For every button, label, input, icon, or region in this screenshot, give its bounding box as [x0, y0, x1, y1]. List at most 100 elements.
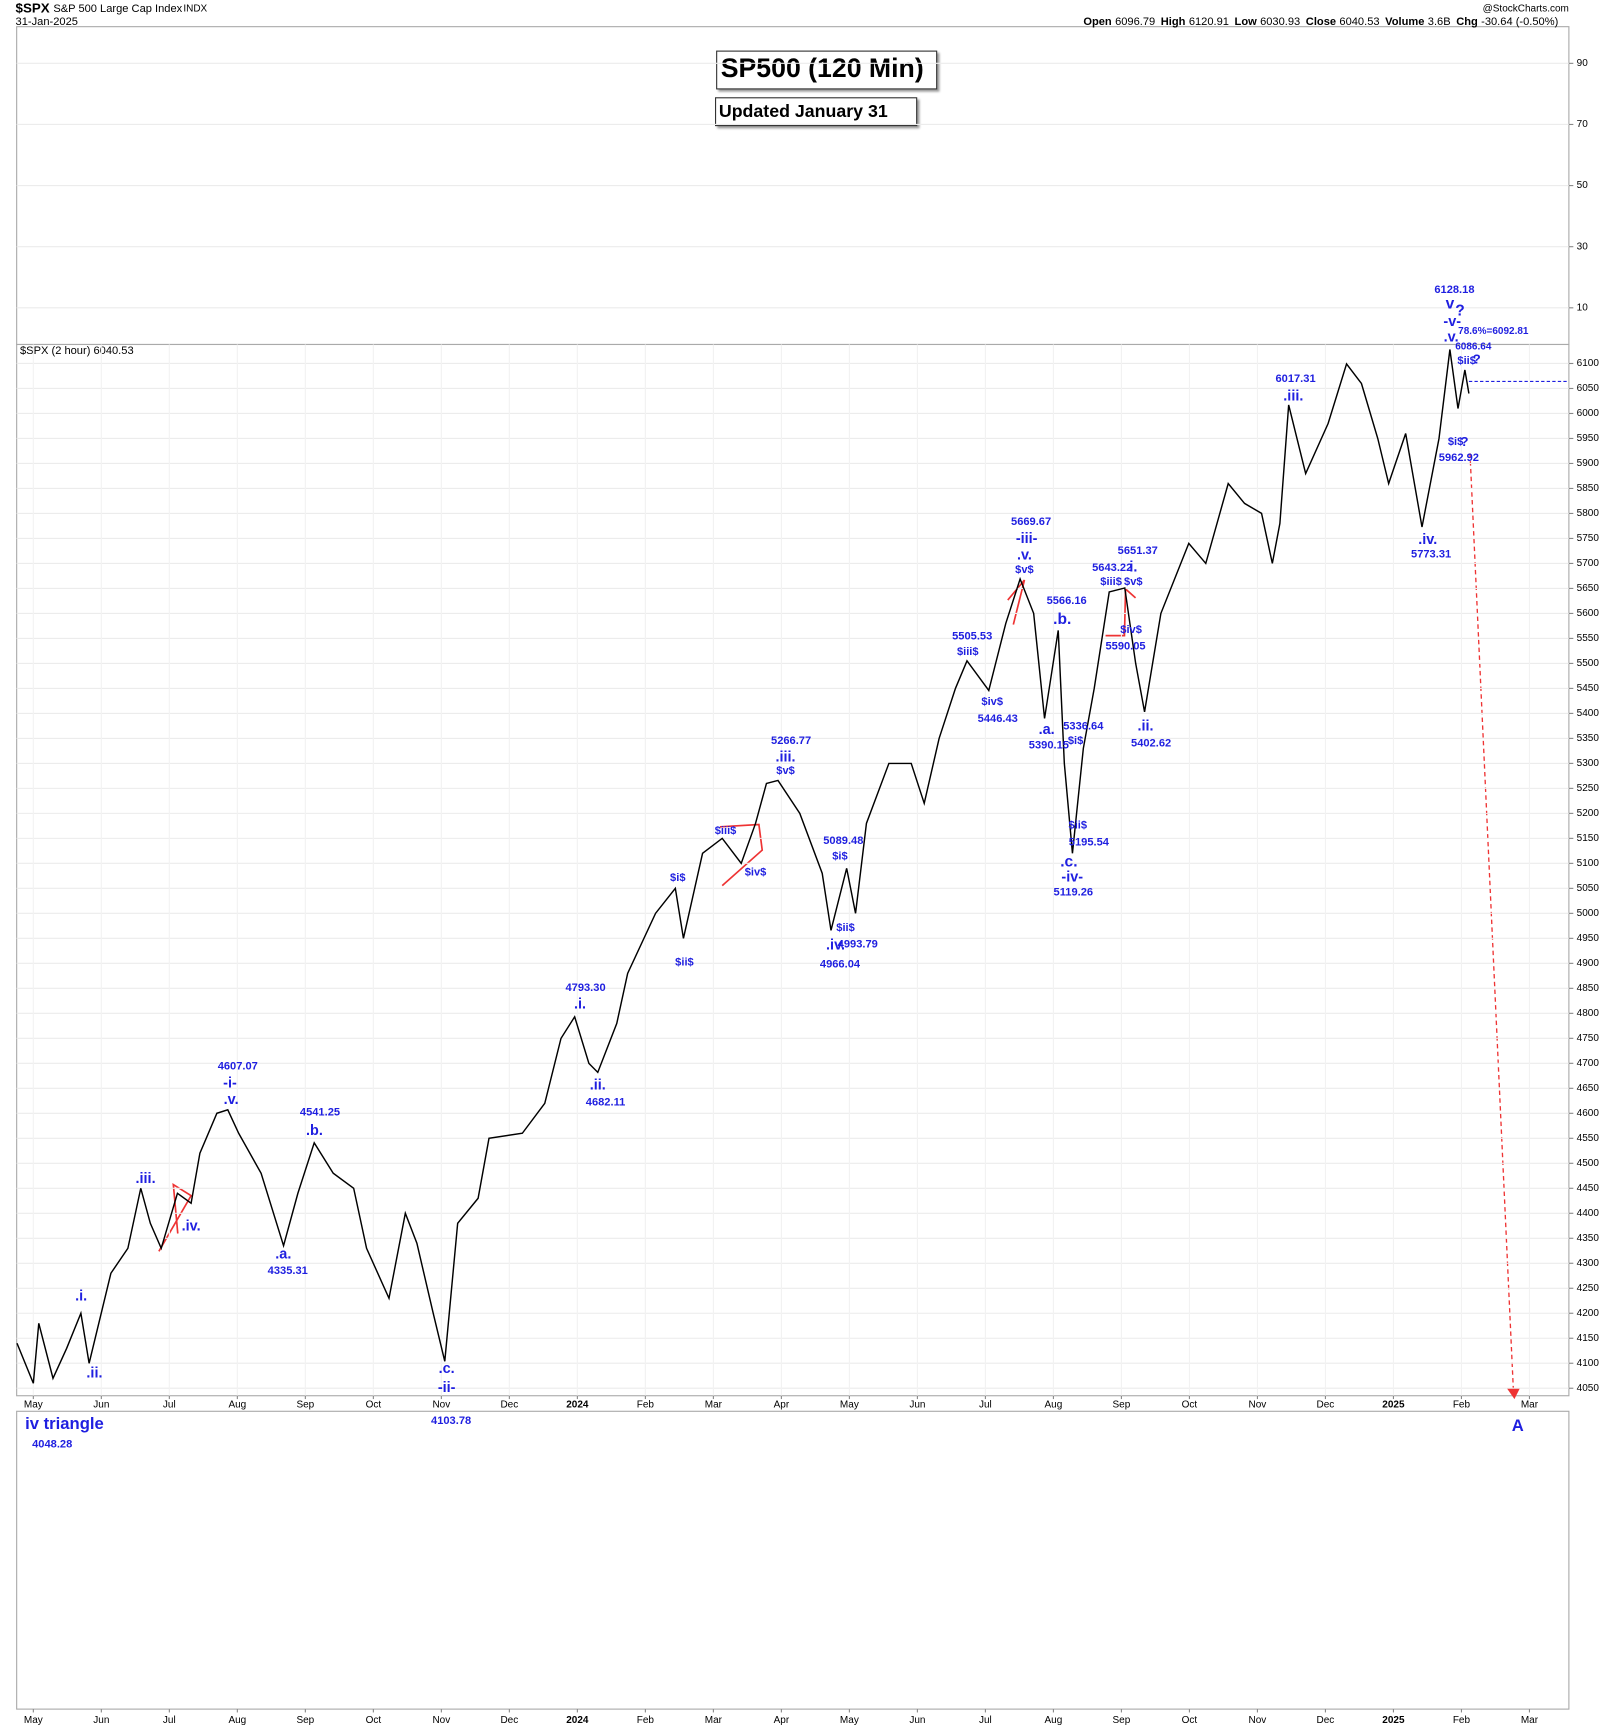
annotation: -iii-: [1016, 531, 1038, 547]
annotation: 4048.28: [32, 1439, 72, 1451]
x-tick-label: Aug: [1045, 1399, 1063, 1410]
stat-label: Chg: [1456, 16, 1478, 28]
x-tick-label: Sep: [296, 1399, 314, 1410]
annotation: iv triangle: [25, 1414, 104, 1433]
x-tick-label: May: [24, 1399, 43, 1410]
triangle-lines: [1105, 587, 1137, 637]
x-tick-label: Mar: [705, 1399, 723, 1410]
annotation: $iv$: [981, 696, 1003, 708]
x-tick-label: Jul: [163, 1399, 176, 1410]
y-tick-label: 4950: [1577, 933, 1600, 944]
annotation: 5195.54: [1069, 836, 1110, 848]
y-tick-label: 4250: [1577, 1283, 1600, 1294]
symbol: $SPX: [16, 0, 50, 15]
annotation: 4993.79: [838, 939, 878, 951]
annotation: v: [1446, 296, 1455, 313]
annotation: 5643.22: [1092, 562, 1132, 574]
stat-value: 6120.91: [1189, 16, 1229, 28]
annotation: $ii$: [836, 922, 855, 934]
y-tick-label: 4900: [1577, 958, 1600, 969]
annotation: .iii.: [776, 750, 796, 766]
bottom-panel: [16, 1410, 1570, 1710]
y-tick-label: 4450: [1577, 1183, 1600, 1194]
annotation: 5566.16: [1047, 595, 1087, 607]
annotation: 5505.53: [952, 631, 992, 643]
x-tick-label: Nov: [1249, 1715, 1267, 1726]
annotation: 5590.05: [1105, 641, 1145, 653]
annotation: 5773.31: [1411, 548, 1451, 560]
x-tick-label: Feb: [1453, 1399, 1471, 1410]
annotation: 5669.67: [1011, 516, 1051, 528]
x-tick-label: Sep: [1113, 1399, 1131, 1410]
annotation: $v$: [1015, 564, 1034, 576]
projection-arrow: [1469, 453, 1514, 1390]
annotation: .iii.: [136, 1171, 156, 1187]
annotation: .ii.: [86, 1365, 102, 1381]
annotation: -v-: [1443, 314, 1461, 330]
annotation: .c.: [1060, 853, 1077, 870]
x-tick-label: Nov: [1249, 1399, 1267, 1410]
x-tick-label: Aug: [228, 1399, 246, 1410]
x-tick-label: Apr: [774, 1715, 790, 1726]
x-tick-label: Oct: [366, 1715, 382, 1726]
y-tick-label: 6050: [1577, 383, 1600, 394]
y-tick-label: 90: [1577, 58, 1589, 69]
annotation: 5390.15: [1029, 740, 1069, 752]
y-tick-label: 4350: [1577, 1233, 1600, 1244]
annotation: ?: [1460, 434, 1468, 449]
annotation: $i$: [670, 872, 686, 884]
y-tick-label: 4500: [1577, 1158, 1600, 1169]
annotation: 5336.64: [1063, 721, 1104, 733]
x-tick-label: Jul: [163, 1715, 176, 1726]
annotation: .a.: [1039, 722, 1055, 738]
annotation: 4103.78: [431, 1415, 471, 1427]
y-tick-label: 4750: [1577, 1033, 1600, 1044]
y-tick-label: 4650: [1577, 1083, 1600, 1094]
x-tick-label: Mar: [1521, 1399, 1539, 1410]
annotation: 6128.18: [1434, 284, 1474, 296]
x-tick-label: Dec: [1317, 1715, 1335, 1726]
annotation: $iv$: [1120, 624, 1142, 636]
y-tick-label: 4600: [1577, 1108, 1600, 1119]
annotation: $iii$: [715, 825, 737, 837]
x-tick-label: May: [840, 1399, 859, 1410]
x-tick-label: Aug: [228, 1715, 246, 1726]
x-tick-label: May: [840, 1715, 859, 1726]
y-tick-label: 4800: [1577, 1008, 1600, 1019]
y-tick-label: 5500: [1577, 658, 1600, 669]
x-tick-label: 2024: [566, 1399, 589, 1410]
annotation: .v.: [224, 1092, 239, 1108]
x-tick-label: May: [24, 1715, 43, 1726]
x-tick-label: Oct: [1182, 1715, 1198, 1726]
x-tick-label: Feb: [637, 1715, 655, 1726]
y-tick-label: 5800: [1577, 508, 1600, 519]
annotation: .ii.: [1138, 719, 1154, 735]
stat-value: 6096.79: [1115, 16, 1155, 28]
x-tick-label: Jun: [909, 1715, 925, 1726]
x-tick-label: 2024: [566, 1715, 589, 1726]
annotation: 4793.30: [565, 982, 605, 994]
y-tick-label: 5900: [1577, 458, 1600, 469]
annotation: 5266.77: [771, 735, 811, 747]
x-tick-label: Jul: [979, 1715, 992, 1726]
exchange: INDX: [183, 4, 207, 15]
annotation: A: [1512, 1416, 1524, 1435]
arrow-head: [1506, 1387, 1520, 1400]
y-tick-label: 5250: [1577, 783, 1600, 794]
x-tick-label: Oct: [366, 1399, 382, 1410]
stat-label: Close: [1306, 16, 1336, 28]
annotation: $iii$: [957, 646, 979, 658]
chart-title: SP500 (120 Min): [721, 53, 924, 83]
annotation: .i.: [75, 1289, 87, 1305]
y-tick-label: 30: [1577, 241, 1589, 252]
x-tick-label: Jun: [93, 1715, 109, 1726]
triangle-lines: [1007, 579, 1026, 625]
annotation: 5089.48: [823, 835, 863, 847]
annotation: $ii$: [675, 956, 694, 968]
y-tick-label: 5150: [1577, 833, 1600, 844]
annotation: ?: [1455, 302, 1464, 319]
y-tick-label: 50: [1577, 180, 1589, 191]
index-name: S&P 500 Large Cap Index: [53, 3, 182, 15]
